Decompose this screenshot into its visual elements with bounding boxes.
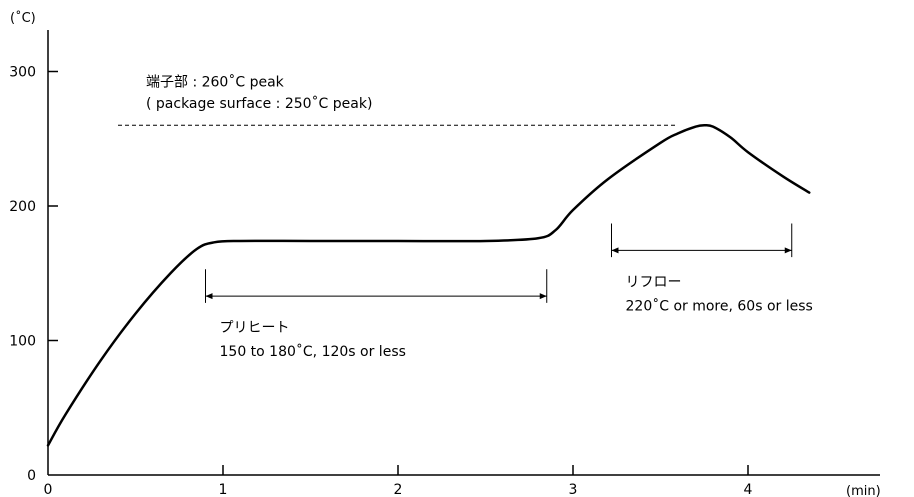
y-tick-label-300: 300: [9, 65, 36, 81]
range-indicator-0: プリヒート 150 to 180˚C, 120s or less: [205, 269, 548, 360]
range-right-arrowhead: [784, 247, 792, 254]
range-indicators: プリヒート 150 to 180˚C, 120s or less リフロー 220˚C…: [205, 223, 813, 360]
axes: [47, 30, 880, 476]
x-axis-unit-label: (min): [846, 484, 881, 497]
range-right-arrowhead: [539, 293, 547, 300]
y-tick-label-100: 100: [9, 334, 36, 350]
package-surface-peak-annotation: ( package surface : 250˚C peak): [146, 95, 372, 112]
range-detail: 150 to 180˚C, 120s or less: [220, 343, 406, 360]
x-tick-label-0: 0: [44, 482, 53, 497]
y-tick-label-200: 200: [9, 199, 36, 215]
range-detail: 220˚C or more, 60s or less: [626, 297, 813, 314]
series-line-temperature-profile: [46, 123, 811, 447]
terminal-peak-annotation: 端子部 : 260˚C peak: [146, 73, 285, 90]
x-tick-label-2: 2: [394, 482, 403, 497]
range-indicator-1: リフロー 220˚C or more, 60s or less: [611, 223, 813, 314]
x-tick-label-3: 3: [569, 482, 578, 497]
range-left-arrowhead: [205, 293, 213, 300]
x-tick-label-1: 1: [219, 482, 228, 497]
range-left-arrowhead: [611, 247, 619, 254]
range-label: リフロー: [626, 274, 682, 290]
y-axis-unit-label: (˚C): [10, 10, 36, 26]
x-tick-label-4: 4: [744, 482, 753, 497]
ticks: 0 1 2 3 4 0 100 200 300: [9, 65, 752, 497]
range-label: プリヒート: [220, 320, 290, 336]
y-tick-label-0: 0: [27, 468, 36, 484]
